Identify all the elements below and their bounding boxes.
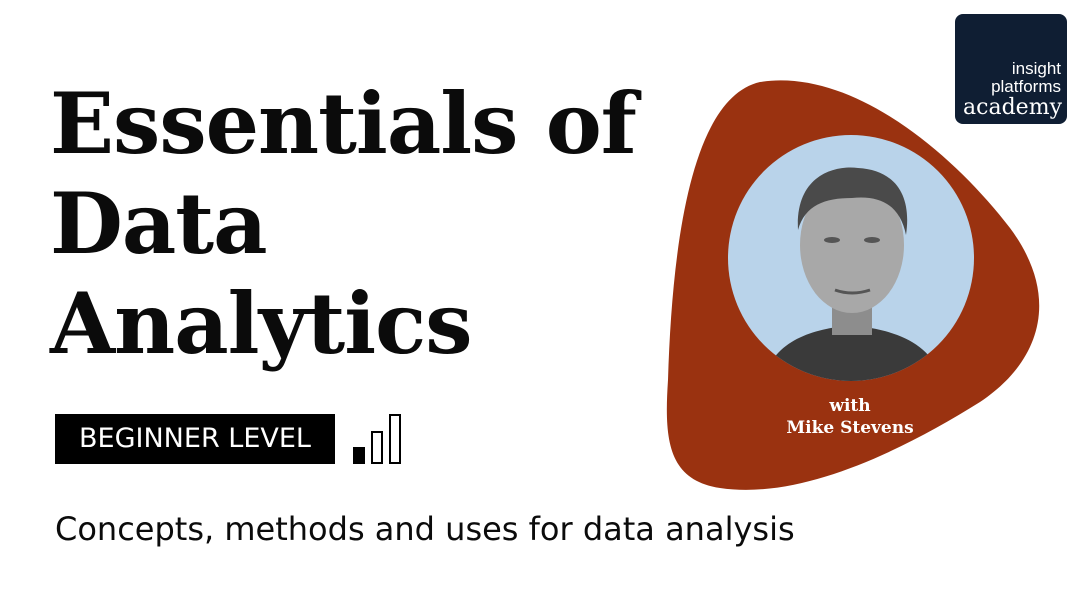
- presenter-name: Mike Stevens: [786, 418, 914, 438]
- logo-line-1: insight: [1011, 59, 1061, 78]
- title-line-3: Analytics: [50, 274, 473, 373]
- title-line-2: Data: [50, 174, 267, 273]
- academy-logo: insight platforms academy: [955, 14, 1067, 124]
- level-bars-icon: [353, 414, 405, 464]
- level-bar-1: [353, 447, 365, 464]
- logo-line-2: platforms: [991, 77, 1061, 96]
- presenter-label: with Mike Stevens: [780, 395, 920, 439]
- level-bar-3: [389, 414, 401, 464]
- course-title: Essentials of Data Analytics: [50, 74, 637, 374]
- course-subtitle: Concepts, methods and uses for data anal…: [55, 510, 795, 548]
- title-line-1: Essentials of: [50, 74, 637, 173]
- level-badge: BEGINNER LEVEL: [55, 414, 335, 464]
- logo-line-3: academy: [963, 95, 1062, 120]
- level-bar-2: [371, 431, 383, 464]
- presenter-prefix: with: [829, 396, 871, 416]
